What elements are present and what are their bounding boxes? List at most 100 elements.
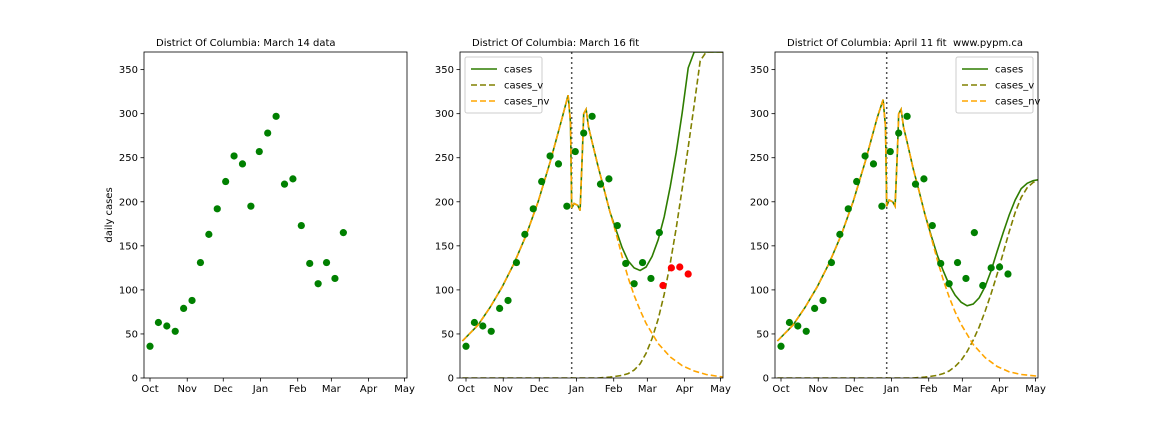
data-point [255,147,263,156]
data-point [802,327,810,335]
y-tick-label: 350 [119,65,138,76]
data-point [546,152,554,160]
y-axis-label: daily cases [104,187,115,242]
data-point [339,229,347,237]
data-point [580,129,588,137]
data-point [331,274,339,283]
data-point [496,304,504,312]
extra-data-point [684,270,692,278]
data-point [895,129,903,137]
panel-annotation: www.pypm.ca [953,38,1023,49]
data-point [163,322,171,330]
y-tick-label: 0 [763,374,769,385]
data-point [886,147,894,156]
x-tick-label: Dec [530,384,549,395]
data-point [188,296,196,305]
y-tick-label: 100 [119,285,138,296]
data-point [205,230,213,238]
y-tick-label: 250 [119,153,138,164]
y-tick-label: 200 [119,197,138,208]
y-tick-label: 350 [435,65,454,76]
data-point [196,258,205,267]
extra-data-point [659,281,667,290]
data-point [605,175,613,183]
data-point [953,258,962,267]
x-tick-label: Feb [920,384,938,395]
data-point [945,280,953,288]
x-tick-label: May [710,384,731,395]
data-point [462,342,470,350]
legend-label: cases_nv [504,97,550,108]
data-point [230,152,238,160]
y-tick-label: 250 [750,153,769,164]
series-line-cases_v [462,52,723,378]
data-point [911,180,920,188]
y-tick-label: 300 [435,109,454,120]
y-tick-label: 150 [119,241,138,252]
legend-label: cases_v [995,81,1034,92]
data-point [487,327,495,335]
x-tick-label: Jan [252,384,268,395]
data-point [504,296,512,305]
x-tick-label: Nov [493,384,513,395]
extra-data-point [676,263,684,271]
series-line-cases_nv [461,94,723,378]
data-point [794,322,802,330]
data-point [272,112,280,120]
points-group [777,112,1012,350]
data-point [512,258,521,267]
x-tick-label: Jan [883,384,899,395]
legend: cases cases_v cases_nv [955,56,1041,114]
y-tick-label: 200 [750,197,769,208]
data-point [622,259,630,268]
data-point [306,259,314,268]
x-tick-label: Nov [808,384,828,395]
x-tick-label: Mar [953,384,973,395]
x-tick-label: Jan [568,384,584,395]
data-point [613,221,621,230]
data-point [836,230,844,238]
x-tick-label: Oct [141,384,158,395]
data-point [638,258,647,267]
data-point [878,202,886,210]
data-point [861,152,869,160]
legend-label: cases_nv [995,97,1041,108]
data-point [222,177,230,186]
legend-box [464,56,543,114]
data-point [903,112,911,120]
series-group [776,99,1038,378]
data-point [869,160,878,168]
legend-label: cases [504,65,532,76]
panel-title: District Of Columbia: March 14 data [156,38,336,49]
data-point [171,327,179,335]
data-point [937,259,945,268]
data-point [297,221,305,230]
series-line-cases_v [777,179,1038,378]
data-point [979,281,987,290]
points-group [462,112,692,350]
series-group [461,52,723,378]
legend-label: cases [995,65,1023,76]
data-point [920,175,928,183]
data-point [314,280,322,288]
data-point [819,296,827,305]
x-tick-label: Mar [638,384,658,395]
x-tick-label: Oct [772,384,789,395]
data-point [470,318,479,327]
y-tick-label: 200 [435,197,454,208]
y-tick-label: 0 [448,374,454,385]
legend-label: cases_v [504,81,543,92]
y-tick-label: 100 [750,285,769,296]
data-point [289,175,297,183]
data-point [571,147,579,156]
data-point [280,180,289,188]
panel-title: District Of Columbia: April 11 fit [787,38,947,49]
x-tick-label: Apr [676,384,694,395]
x-tick-label: Apr [360,384,378,395]
data-point [238,160,247,168]
y-tick-label: 100 [435,285,454,296]
data-point [247,202,255,210]
data-point [1004,270,1012,278]
x-tick-label: May [1025,384,1046,395]
data-point [995,263,1004,271]
